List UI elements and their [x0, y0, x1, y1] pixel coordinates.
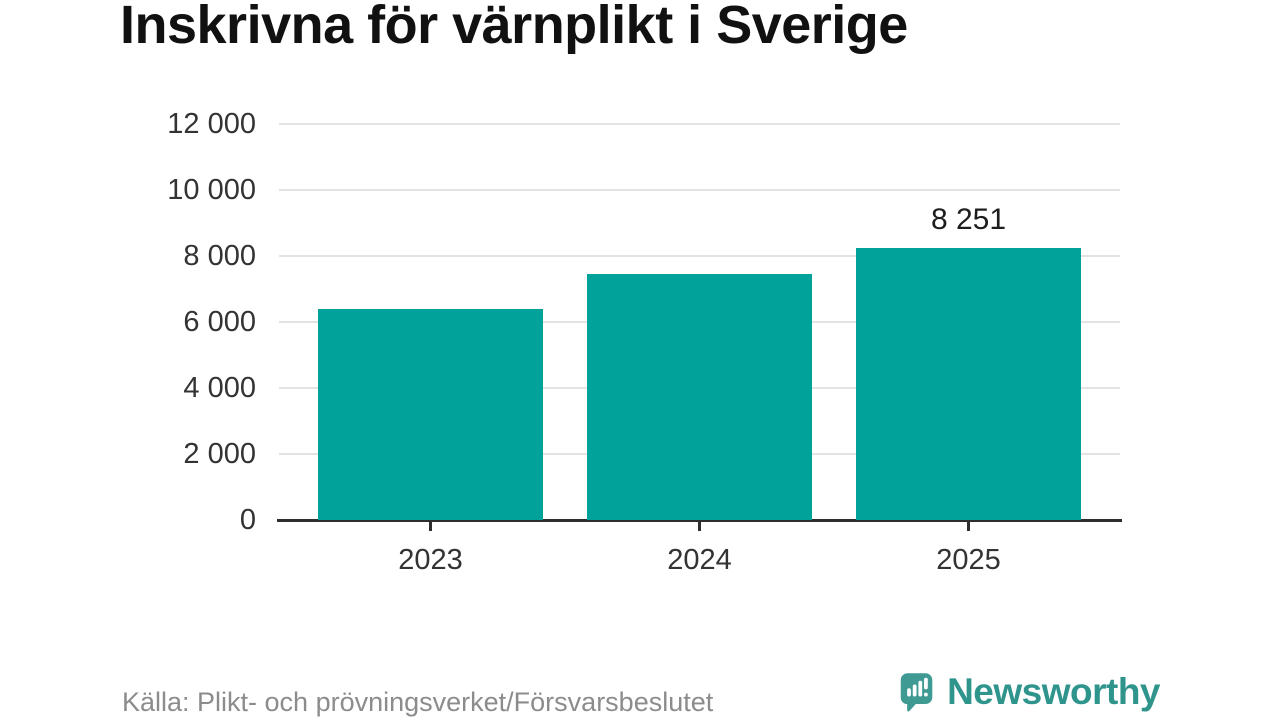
x-axis-tick: [429, 522, 432, 531]
newsworthy-icon: [900, 673, 933, 712]
brand-text: Newsworthy: [947, 671, 1160, 712]
y-axis-label: 6 000: [183, 305, 256, 338]
y-axis-label: 0: [239, 504, 256, 536]
x-axis-tick: [698, 522, 701, 531]
gridline-12000: [279, 122, 1120, 125]
x-axis-tick: [967, 522, 970, 531]
x-axis-label-2025: 2025: [936, 544, 1001, 576]
y-axis-label: 8 000: [183, 239, 256, 272]
source-text: Källa: Plikt- och prövningsverket/Försva…: [122, 687, 714, 717]
bar-chart: 0 2 000 4 000 6 000 8 000 10 000 12 000 2023 202…: [167, 107, 1122, 576]
gridline-10000: [279, 188, 1120, 191]
y-axis-label: 2 000: [183, 437, 256, 470]
chart-title: Inskrivna för värnplikt i Sverige: [120, 0, 908, 55]
bar-2023: [318, 308, 543, 520]
newsworthy-logo[interactable]: Newsworthy: [900, 665, 1160, 719]
y-axis-label: 10 000: [167, 173, 256, 206]
x-axis-label-2024: 2024: [667, 544, 732, 576]
y-axis-label: 12 000: [167, 107, 256, 140]
bar-2025: [856, 247, 1081, 520]
bar-value-label-2025: 8 251: [930, 202, 1007, 236]
x-axis-line: [277, 519, 1122, 522]
y-axis-label: 4 000: [183, 371, 256, 404]
x-axis-label-2023: 2023: [398, 544, 463, 576]
bar-2024: [587, 274, 812, 520]
gridline-8000: [279, 254, 1120, 257]
